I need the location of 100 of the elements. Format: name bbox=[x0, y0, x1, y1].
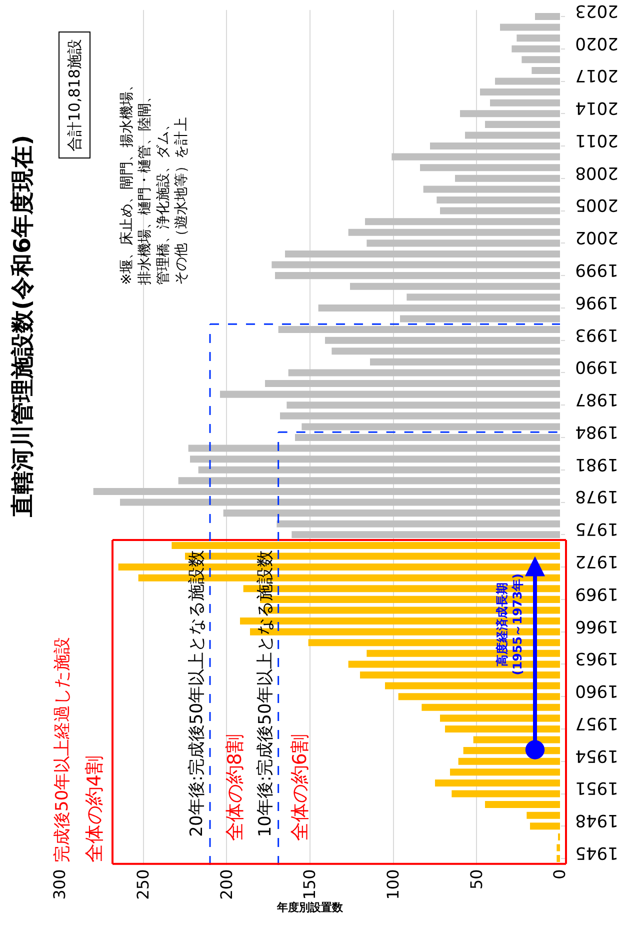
y-tick-label: 2011 bbox=[575, 130, 618, 150]
annotation: 全体の約6割 bbox=[288, 734, 311, 842]
bar bbox=[473, 736, 560, 744]
y-tick-label: 2002 bbox=[575, 227, 618, 248]
x-tick-label: 0 bbox=[550, 869, 570, 880]
bar bbox=[188, 444, 560, 452]
y-tick-label: 2023 bbox=[575, 0, 618, 20]
bar bbox=[302, 423, 560, 430]
bar bbox=[278, 326, 560, 334]
bar bbox=[522, 56, 560, 64]
x-tick-label: 100 bbox=[384, 869, 403, 900]
bar bbox=[220, 390, 560, 398]
bar bbox=[93, 488, 560, 495]
bar bbox=[398, 693, 560, 700]
x-tick-label: 200 bbox=[216, 869, 236, 900]
bar bbox=[295, 434, 560, 442]
y-tick-label: 1993 bbox=[575, 324, 618, 344]
bar bbox=[288, 369, 560, 376]
y-tick-label: 2008 bbox=[575, 162, 618, 182]
y-tick-label: 1978 bbox=[575, 486, 618, 506]
bar bbox=[120, 498, 560, 506]
bar bbox=[350, 282, 560, 290]
annotation: ※堰、床止め、閘門、揚水機場、排水機場、樋門・樋管、陸閘、管理橋、浄化施設、ダム、その他（遊水地等）を計上 bbox=[119, 77, 190, 285]
bar bbox=[430, 142, 560, 150]
y-tick-label: 1975 bbox=[575, 518, 618, 539]
y-tick-label: 1981 bbox=[575, 454, 618, 474]
y-tick-label: 2005 bbox=[575, 194, 618, 215]
bar bbox=[276, 520, 560, 528]
bar bbox=[526, 812, 560, 819]
bar bbox=[198, 466, 560, 474]
x-tick-label: 300 bbox=[50, 869, 70, 900]
annotation: 全体の約4割 bbox=[84, 755, 106, 862]
bar bbox=[286, 402, 560, 409]
bar bbox=[348, 228, 560, 236]
y-tick-label: 1996 bbox=[575, 292, 618, 312]
bar bbox=[455, 174, 560, 182]
y-tick-label: 2014 bbox=[575, 98, 618, 118]
y-tick-label: 1948 bbox=[575, 810, 618, 830]
bar bbox=[392, 153, 560, 160]
y-tick-label: 1999 bbox=[575, 260, 618, 280]
y-tick-label: 1963 bbox=[575, 648, 618, 668]
bar bbox=[318, 304, 560, 312]
y-tick-label: 1966 bbox=[575, 616, 618, 636]
bar bbox=[512, 45, 560, 52]
bar bbox=[406, 294, 560, 301]
ref-line-label: 10年後:完成後50年以上となる施設数 bbox=[255, 550, 276, 838]
bar bbox=[440, 714, 560, 722]
bar bbox=[516, 34, 560, 42]
bar bbox=[530, 822, 560, 830]
bar bbox=[223, 510, 560, 517]
bar bbox=[178, 477, 560, 484]
x-tick-label: 250 bbox=[134, 869, 153, 900]
bar bbox=[458, 758, 560, 765]
bar bbox=[332, 348, 560, 355]
y-tick-label: 2017 bbox=[575, 65, 618, 86]
y-tick-label: 1945 bbox=[575, 842, 618, 862]
bar bbox=[275, 272, 560, 280]
bar bbox=[495, 78, 560, 85]
x-tick-label: 150 bbox=[300, 869, 320, 900]
bar bbox=[490, 99, 560, 106]
y-tick-label: 1987 bbox=[575, 389, 618, 410]
y-tick-label: 1972 bbox=[575, 551, 618, 571]
bar bbox=[325, 336, 560, 344]
y-tick-label: 1969 bbox=[575, 583, 618, 604]
y-tick-label: 1990 bbox=[575, 356, 618, 377]
bar bbox=[485, 120, 560, 128]
x-axis-title: 年度別設置数 bbox=[276, 900, 344, 914]
y-tick-label: 2020 bbox=[575, 32, 618, 53]
bar bbox=[445, 725, 560, 732]
bar bbox=[385, 682, 560, 690]
annotation: 合計10,818施設 bbox=[66, 39, 84, 152]
bar bbox=[422, 704, 560, 711]
annotation: 高度経済成長期 (1955～1973年) bbox=[494, 573, 524, 676]
bar bbox=[272, 261, 560, 268]
bar bbox=[435, 779, 560, 786]
bar bbox=[500, 24, 560, 31]
y-tick-label: 1960 bbox=[575, 680, 618, 701]
bar bbox=[400, 315, 560, 322]
y-tick-label: 1951 bbox=[575, 778, 618, 798]
x-tick-label: 50 bbox=[466, 869, 486, 890]
bar bbox=[365, 218, 560, 226]
bar bbox=[440, 207, 560, 214]
bar bbox=[190, 456, 560, 463]
text: 直轄河川管理施設数(令和6年度現在) bbox=[9, 134, 36, 518]
bar bbox=[436, 196, 560, 204]
y-tick-label: 1957 bbox=[575, 712, 618, 733]
bar bbox=[370, 358, 560, 366]
bar bbox=[420, 164, 560, 172]
bar bbox=[480, 88, 560, 96]
bar bbox=[366, 240, 560, 247]
bar bbox=[292, 531, 560, 538]
bar bbox=[172, 542, 560, 549]
bar bbox=[450, 768, 560, 776]
bar bbox=[452, 790, 560, 798]
annotation: 全体の約8割 bbox=[224, 734, 246, 842]
bar bbox=[285, 250, 560, 258]
bar bbox=[535, 12, 560, 20]
bar bbox=[485, 801, 560, 808]
ref-line-label: 20年後:完成後50年以上となる施設数 bbox=[187, 550, 208, 837]
bar bbox=[556, 855, 560, 862]
